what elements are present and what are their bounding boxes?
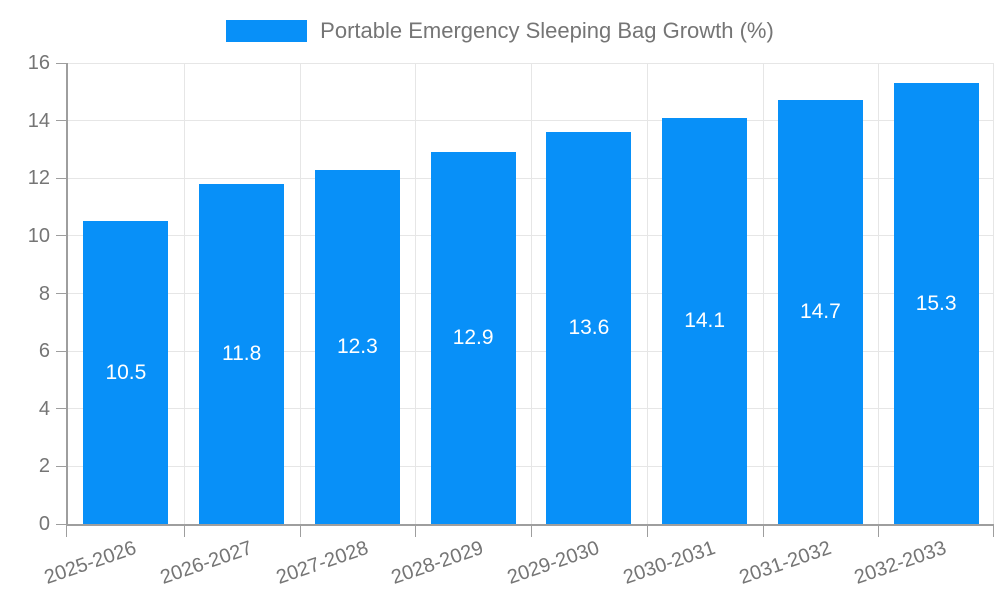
y-tick-label: 4: [38, 397, 50, 420]
gridline-v: [183, 63, 185, 524]
y-tick-mark: [56, 120, 66, 122]
legend[interactable]: Portable Emergency Sleeping Bag Growth (…: [0, 18, 1000, 44]
y-tick-label: 16: [27, 52, 50, 74]
x-tick-mark: [762, 526, 764, 537]
y-tick-mark: [56, 465, 66, 467]
y-tick-label: 6: [38, 340, 50, 363]
x-tick-label: 2025-2026: [41, 536, 140, 589]
y-tick-label: 0: [38, 513, 50, 535]
y-tick-mark: [56, 523, 66, 525]
y-tick-mark: [56, 408, 66, 410]
gridline-v: [299, 63, 301, 524]
y-tick-label: 2: [38, 455, 50, 478]
bar-2027-2028[interactable]: 12.3: [314, 169, 400, 524]
y-tick-label: 14: [27, 109, 50, 132]
bar-2031-2032[interactable]: 14.7: [777, 100, 863, 524]
bar-2025-2026[interactable]: 10.5: [83, 221, 169, 524]
bar-value-label: 11.8: [221, 342, 262, 365]
y-tick-mark: [56, 235, 66, 237]
x-tick-label: 2028-2029: [389, 536, 487, 589]
bar-2028-2029[interactable]: 12.9: [430, 152, 516, 524]
y-tick-mark: [56, 350, 66, 352]
gridline-v: [878, 63, 880, 524]
bar-2026-2027[interactable]: 11.8: [199, 184, 285, 524]
bar-2032-2033[interactable]: 15.3: [893, 83, 979, 524]
y-tick-label: 10: [27, 224, 50, 247]
x-tick-mark: [183, 526, 185, 537]
x-tick-label: 2027-2028: [273, 536, 371, 589]
bar-value-label: 14.7: [799, 300, 841, 324]
x-axis-line: [66, 524, 994, 526]
bar-value-label: 10.5: [105, 360, 147, 384]
x-tick-label: 2032-2033: [852, 536, 950, 589]
gridline-v: [646, 63, 648, 524]
x-tick-label: 2031-2032: [736, 536, 834, 589]
x-tick-mark: [66, 526, 67, 537]
legend-label: Portable Emergency Sleeping Bag Growth (…: [320, 18, 774, 43]
x-tick-mark: [646, 526, 648, 537]
bar-value-label: 12.9: [452, 326, 494, 350]
bar-2029-2030[interactable]: 13.6: [546, 132, 632, 524]
legend-swatch: [226, 20, 308, 42]
y-tick-mark: [56, 62, 66, 64]
x-tick-mark: [878, 526, 880, 537]
bar-2030-2031[interactable]: 14.1: [662, 117, 748, 524]
gridline-v: [531, 63, 532, 524]
x-tick-mark: [993, 526, 994, 537]
bar-value-label: 14.1: [684, 308, 726, 332]
plot-area: 0 2 4 6 8 10 12 14 16 10.5 2025-2026 11.8 2026-2027 1…: [28, 52, 994, 589]
x-tick-mark: [299, 526, 301, 537]
y-axis-line: [66, 63, 68, 526]
y-tick-label: 8: [38, 282, 50, 305]
x-tick-mark: [415, 526, 417, 537]
bar-value-label: 15.3: [915, 291, 957, 315]
y-tick-mark: [56, 293, 66, 294]
bar-value-label: 12.3: [336, 334, 378, 358]
x-tick-label: 2030-2031: [620, 536, 719, 589]
y-tick-mark: [56, 177, 66, 179]
x-tick-label: 2029-2030: [504, 536, 603, 589]
gridline-v: [993, 63, 994, 524]
x-tick-label: 2026-2027: [157, 536, 256, 589]
y-tick-label: 12: [27, 167, 50, 190]
gridline-v: [415, 63, 417, 524]
gridline-v: [762, 63, 764, 524]
x-tick-mark: [531, 526, 532, 537]
bar-value-label: 13.6: [568, 316, 610, 340]
